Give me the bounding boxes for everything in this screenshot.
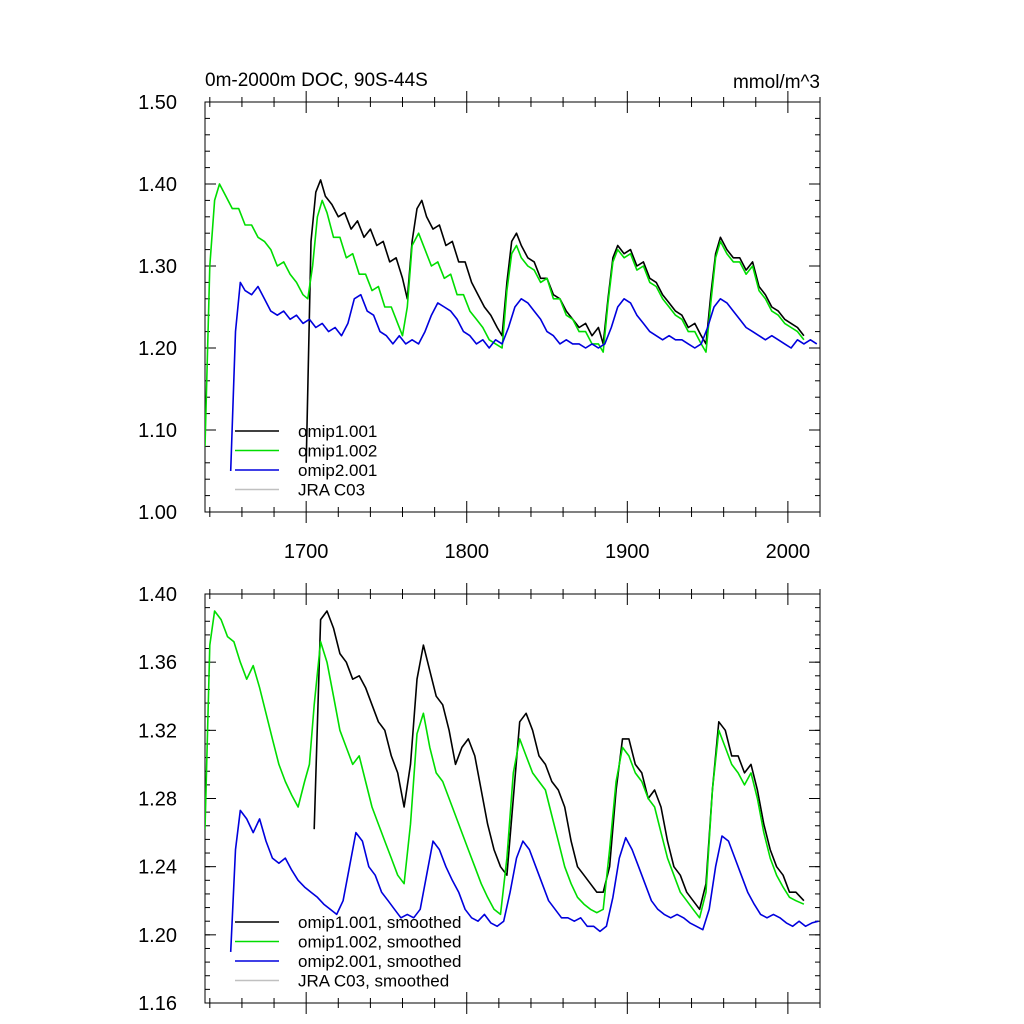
- x-tick-label: 2000: [766, 541, 811, 563]
- y-tick-label: 1.40: [138, 584, 177, 606]
- legend-label: omip1.002, smoothed: [298, 933, 462, 952]
- series-line-omip1-001: [305, 179, 805, 463]
- legend-label: omip1.002: [298, 442, 377, 461]
- chart-panel-2: 1.16 1.20 1.24 1.28 1.32 1.36 1.40 omip1.001, s…: [138, 583, 821, 1015]
- legend-label: omip2.001, smoothed: [298, 952, 462, 971]
- series-line-omip2-001: [229, 281, 818, 472]
- y-tick-label: 1.40: [138, 174, 177, 196]
- x-tick-label: 1900: [605, 541, 650, 563]
- chart-title: 0m-2000m DOC, 90S-44S: [205, 70, 428, 91]
- y-tick-label: 1.32: [138, 720, 177, 742]
- series-line-omip2-001-smoothed: [229, 809, 819, 952]
- plot-frame: [204, 101, 821, 513]
- series-line-omip1-002: [205, 183, 805, 447]
- y-tick-label: 1.16: [138, 993, 177, 1015]
- chart-units: mmol/m^3: [733, 72, 820, 93]
- x-tick-label: 1800: [444, 541, 489, 563]
- legend-label: omip2.001: [298, 461, 377, 480]
- y-tick-label: 1.10: [138, 420, 177, 442]
- y-tick-label: 1.30: [138, 256, 177, 278]
- y-tick-label: 1.00: [138, 502, 177, 524]
- y-tick-label: 1.20: [138, 338, 177, 360]
- legend-label: omip1.001, smoothed: [298, 913, 462, 932]
- y-tick-label: 1.20: [138, 925, 177, 947]
- y-tick-label: 1.36: [138, 652, 177, 674]
- chart-panel-1: 1.00 1.10 1.20 1.30 1.40 1.50 1700 1800 1900 2000…: [138, 70, 821, 563]
- series-line-omip1-001-smoothed: [313, 610, 805, 911]
- legend-label: omip1.001: [298, 422, 377, 441]
- series-line-omip1-002-smoothed: [205, 610, 805, 919]
- y-tick-label: 1.28: [138, 789, 177, 811]
- y-tick-label: 1.24: [138, 857, 177, 879]
- y-tick-label: 1.50: [138, 92, 177, 114]
- x-tick-label: 1700: [284, 541, 329, 563]
- legend-label: JRA C03: [298, 481, 365, 500]
- legend-label: JRA C03, smoothed: [298, 972, 449, 991]
